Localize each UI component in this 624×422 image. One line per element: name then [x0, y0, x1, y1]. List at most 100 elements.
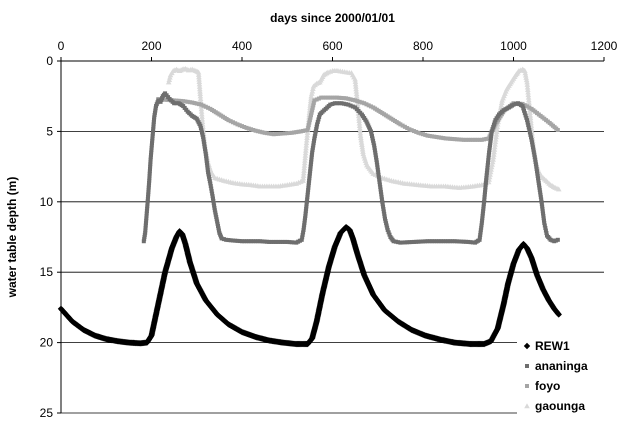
data-point: [201, 103, 206, 108]
x-axis-title: days since 2000/01/01: [270, 11, 395, 25]
data-point: [534, 169, 539, 174]
data-point: [147, 180, 152, 185]
data-point: [374, 155, 379, 160]
data-point: [203, 149, 208, 154]
data-point: [282, 239, 287, 244]
y-tick-label: 5: [46, 124, 53, 138]
data-point: [146, 190, 151, 195]
data-point: [423, 239, 428, 244]
data-point: [302, 150, 309, 156]
data-point: [524, 79, 530, 85]
data-point: [448, 136, 453, 141]
data-point: [353, 91, 360, 97]
data-point: [423, 132, 428, 137]
data-point: [357, 130, 364, 136]
data-point: [527, 115, 534, 121]
data-point: [317, 114, 322, 119]
legend: REW1 ananinga foyo gaounga: [517, 333, 605, 419]
data-point: [371, 141, 376, 146]
data-point: [214, 217, 219, 222]
data-point: [145, 206, 150, 211]
data-point: [224, 237, 229, 242]
data-point: [251, 127, 256, 132]
data-point: [196, 76, 202, 82]
data-point: [396, 240, 401, 245]
data-point: [255, 239, 260, 244]
data-point: [328, 102, 333, 107]
data-point: [530, 142, 535, 147]
data-point: [196, 81, 203, 87]
data-point: [202, 142, 207, 147]
legend-marker: [525, 384, 529, 388]
data-point: [289, 130, 294, 135]
data-point: [198, 106, 205, 112]
data-point: [216, 226, 221, 231]
data-point: [382, 214, 387, 219]
data-point: [237, 123, 242, 128]
data-point: [205, 167, 210, 172]
data-point: [219, 236, 224, 241]
data-point: [525, 89, 531, 95]
data-point: [151, 120, 156, 125]
data-point: [489, 129, 494, 134]
data-point: [457, 239, 462, 244]
data-point: [302, 157, 308, 163]
data-point: [307, 178, 312, 183]
data-point: [332, 101, 337, 106]
data-point: [197, 91, 203, 97]
data-point: [480, 216, 485, 221]
data-point: [204, 158, 209, 163]
data-point: [325, 95, 330, 100]
data-point: [230, 238, 235, 243]
data-point: [488, 141, 493, 146]
data-point: [199, 130, 204, 135]
data-point: [430, 134, 435, 139]
data-point: [493, 134, 499, 140]
legend-label: ananinga: [535, 359, 588, 373]
legend-marker: [525, 364, 529, 368]
data-point: [206, 174, 211, 179]
data-point: [187, 100, 192, 105]
data-point: [192, 101, 197, 106]
data-point: [541, 211, 546, 216]
data-point: [195, 71, 202, 77]
data-point: [473, 137, 478, 142]
data-point: [307, 176, 312, 181]
data-point: [174, 101, 179, 106]
data-point: [151, 122, 156, 127]
data-point: [306, 123, 311, 128]
data-point: [146, 194, 151, 199]
data-point: [494, 126, 500, 132]
data-point: [195, 69, 202, 75]
data-point: [448, 239, 453, 244]
data-point: [445, 136, 450, 141]
data-point: [146, 185, 151, 190]
data-point: [356, 122, 363, 128]
data-point: [165, 97, 170, 102]
data-point: [255, 129, 260, 134]
data-point: [267, 131, 272, 136]
data-point: [486, 155, 491, 160]
data-point: [524, 84, 531, 90]
legend-item-gaounga: gaounga: [524, 399, 585, 413]
data-point: [196, 74, 202, 80]
data-point: [307, 118, 312, 123]
data-point: [555, 237, 560, 242]
data-point: [376, 172, 381, 177]
data-point: [151, 124, 156, 129]
data-point: [536, 178, 541, 183]
data-point: [300, 232, 305, 237]
data-point: [477, 137, 482, 142]
data-point: [258, 129, 263, 134]
data-point: [311, 143, 316, 148]
legend-label: gaounga: [535, 399, 585, 413]
data-point: [425, 133, 430, 138]
data-point: [358, 135, 364, 141]
data-point: [373, 153, 378, 158]
data-point: [522, 72, 529, 78]
data-point: [190, 100, 195, 105]
data-point: [421, 239, 425, 244]
y-tick-label: 0: [46, 54, 53, 68]
data-point: [204, 156, 209, 161]
data-point: [445, 239, 450, 244]
